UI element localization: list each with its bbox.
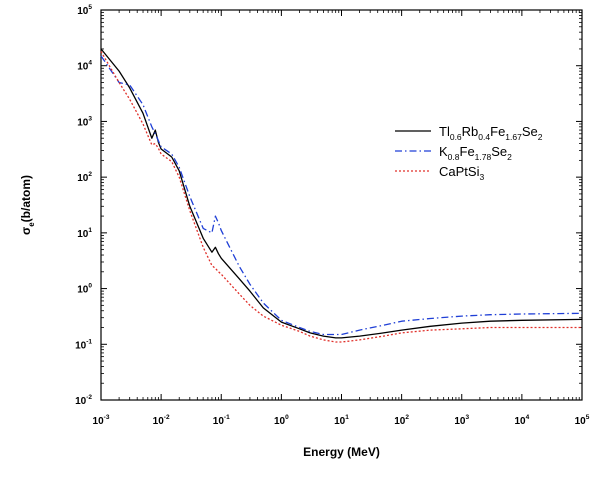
tick-labels: 10-3 10-2 10-1 100 101 102 103 104 10510-210-110… <box>75 4 590 427</box>
x-tick-label: 100 <box>274 414 289 427</box>
legend-label-0: Tl0.6Rb0.4Fe1.67Se2 <box>439 124 543 142</box>
plot-frame <box>100 9 583 401</box>
x-tick-label: 10-1 <box>213 414 230 427</box>
y-tick-label: 10-2 <box>75 394 92 407</box>
x-axis-title: Energy (MeV) <box>303 445 380 459</box>
legend: Tl0.6Rb0.4Fe1.67Se2 K0.8Fe1.78Se2 CaPtSi3 <box>395 124 543 182</box>
x-tick-label: 101 <box>334 414 349 427</box>
x-tick-label: 104 <box>515 414 530 427</box>
y-tick-label: 102 <box>77 171 92 184</box>
x-tick-label: 102 <box>394 414 409 427</box>
x-tick-label: 10-2 <box>153 414 170 427</box>
y-tick-label: 100 <box>77 283 92 296</box>
series-line-0 <box>100 48 583 339</box>
axis-ticks <box>100 9 583 401</box>
series-line-2 <box>100 51 582 343</box>
series-lines <box>100 48 583 343</box>
y-tick-label: 10-1 <box>75 338 92 351</box>
y-tick-label: 104 <box>77 60 92 73</box>
legend-label-2: CaPtSi3 <box>439 164 484 182</box>
x-tick-label: 103 <box>454 414 469 427</box>
y-tick-label: 103 <box>77 115 92 128</box>
y-tick-label: 101 <box>77 227 92 240</box>
x-tick-label: 10-3 <box>93 414 110 427</box>
series-line-1 <box>100 55 583 336</box>
legend-label-1: K0.8Fe1.78Se2 <box>439 144 512 162</box>
y-tick-label: 105 <box>77 4 92 17</box>
y-axis-title: σe(b/atom) <box>19 175 36 235</box>
x-tick-label: 105 <box>575 414 590 427</box>
